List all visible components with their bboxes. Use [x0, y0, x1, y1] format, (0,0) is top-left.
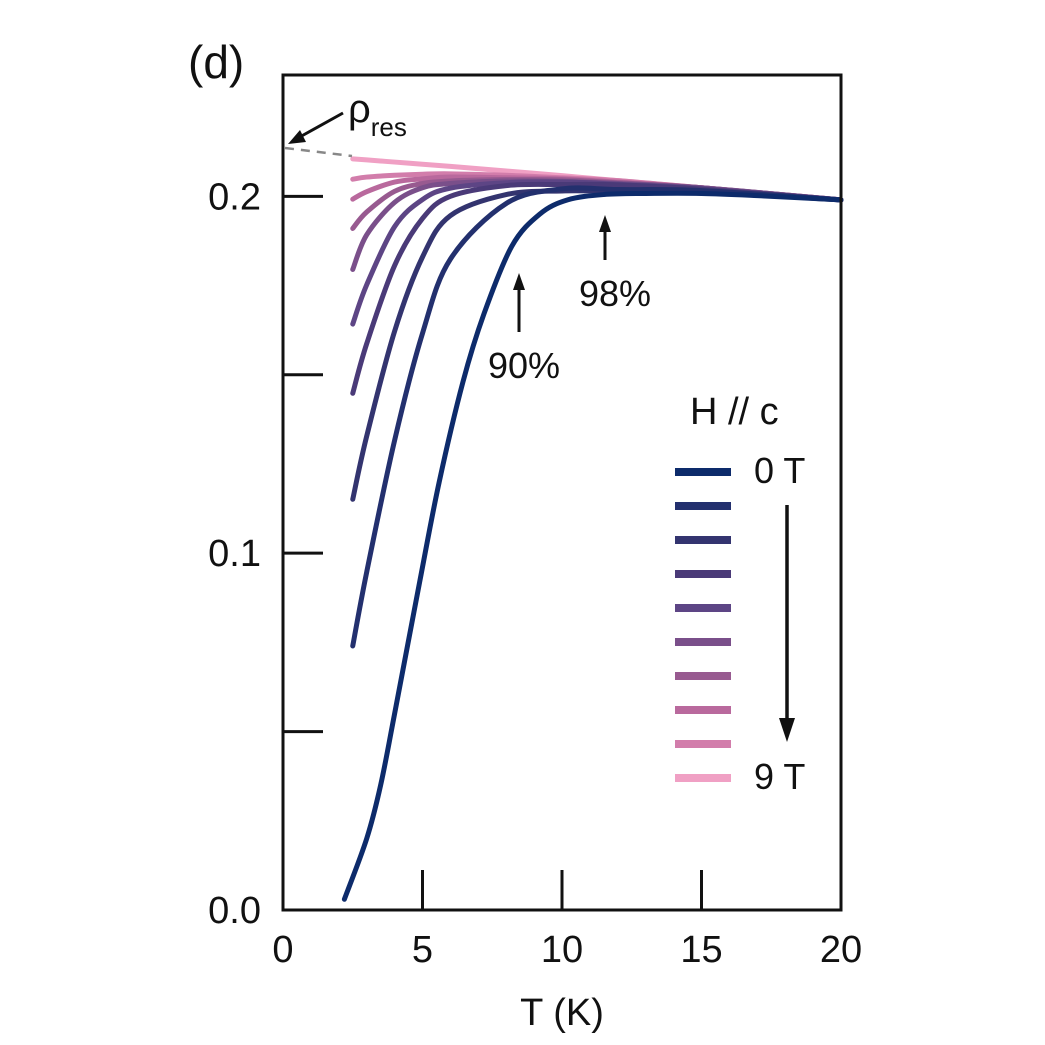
legend-last-label: 9 T: [754, 756, 805, 797]
y-tick-label: 0.2: [208, 176, 261, 218]
legend-field-arrowhead: [779, 718, 795, 742]
x-tick-label: 15: [680, 929, 722, 971]
y-tick-label: 0.1: [208, 533, 261, 575]
series-line-1T: [350, 185, 844, 649]
legend-first-label: 0 T: [754, 450, 805, 491]
legend-title: H // c: [690, 391, 779, 433]
rho-res-arrowhead: [288, 130, 306, 144]
x-tick-label: 5: [412, 929, 433, 971]
arrow-90-head: [513, 273, 525, 290]
series-group: [341, 156, 844, 902]
rho-res-arrow: [297, 111, 344, 140]
series-line-0T: [341, 190, 844, 902]
label-90-percent: 90%: [488, 345, 560, 386]
x-tick-label: 20: [820, 929, 862, 971]
axis-ticks: 0 5 10 15 20 0.0 0.1 0.2: [208, 176, 862, 971]
y-tick-label: 0.0: [208, 890, 261, 932]
label-98-percent: 98%: [579, 273, 651, 314]
legend: [675, 468, 731, 782]
x-tick-label: 10: [541, 929, 583, 971]
x-tick-label: 0: [272, 929, 293, 971]
arrow-98-head: [599, 215, 611, 232]
panel-label: (d): [188, 36, 244, 88]
x-axis-label: T (K): [520, 992, 604, 1034]
rho-res-dashed-line: [284, 146, 353, 158]
rho-res-label: ρres: [348, 87, 407, 142]
